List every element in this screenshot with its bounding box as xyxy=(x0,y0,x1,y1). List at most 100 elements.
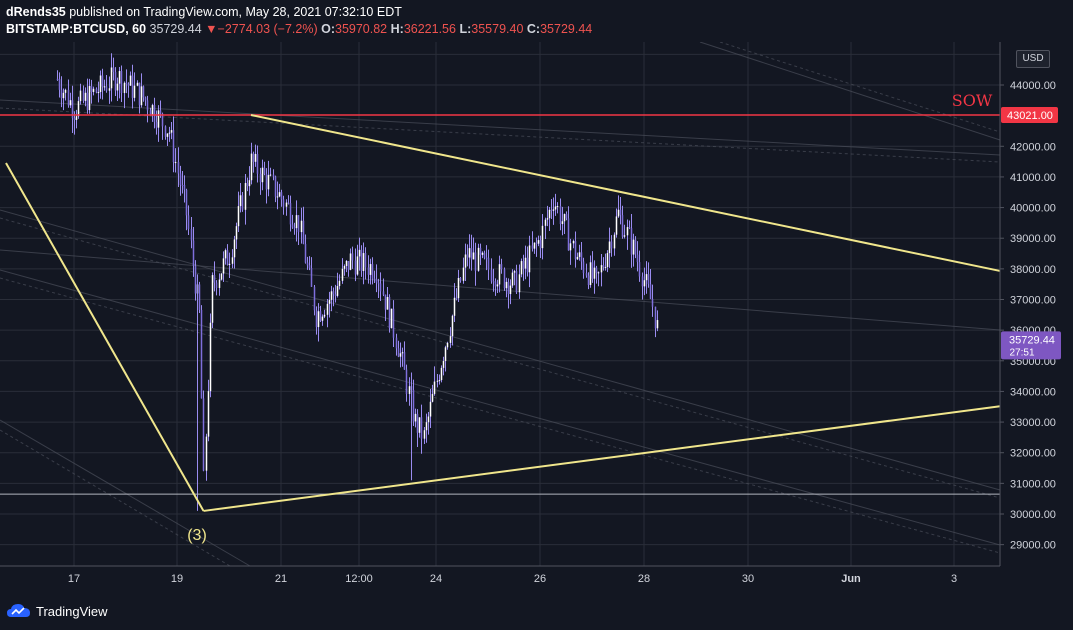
candle-body xyxy=(399,353,402,357)
candle-body xyxy=(546,218,549,220)
candle-body xyxy=(468,248,471,258)
candle-body xyxy=(237,206,240,227)
candle-body xyxy=(349,253,352,270)
candle-body xyxy=(472,252,475,260)
symbol-label[interactable]: BITSTAMP:BTCUSD, 60 xyxy=(6,22,147,36)
footer: TradingView xyxy=(0,596,1073,630)
trendline[interactable] xyxy=(250,114,1001,272)
candle-body xyxy=(62,92,65,99)
candle-body xyxy=(397,348,400,357)
channel-line xyxy=(0,99,1001,156)
candle-body xyxy=(356,256,359,275)
candle-body xyxy=(619,209,622,216)
candle-body xyxy=(580,252,583,262)
currency-unit-button[interactable]: USD xyxy=(1016,50,1050,68)
candle-body xyxy=(425,422,428,431)
candle-body xyxy=(636,254,639,263)
candle-body xyxy=(194,265,197,294)
candle-body xyxy=(198,284,201,310)
candle-body xyxy=(222,258,225,274)
current-price-badge xyxy=(1001,331,1061,360)
open-value: 35970.82 xyxy=(335,22,388,36)
last-price: 35729.44 xyxy=(149,22,202,36)
candle-body xyxy=(561,221,564,224)
high-value: 36221.56 xyxy=(403,22,456,36)
candle-body xyxy=(587,275,590,285)
candle-body xyxy=(610,241,613,249)
candle-body xyxy=(218,279,221,288)
channel-line xyxy=(0,209,1001,491)
candle-body xyxy=(133,85,136,98)
candle-body xyxy=(73,118,76,120)
candle-body xyxy=(220,273,223,280)
channel-line xyxy=(699,41,1001,141)
candle-body xyxy=(377,282,380,284)
down-arrow-icon: ▼ xyxy=(205,22,218,36)
candle-body xyxy=(267,175,270,190)
low-value: 35579.40 xyxy=(471,22,524,36)
candle-body xyxy=(457,277,460,299)
tradingview-logo[interactable]: TradingView xyxy=(7,603,108,619)
candle-body xyxy=(613,234,616,249)
candle-body xyxy=(569,243,572,251)
candle-body xyxy=(101,75,104,87)
candle-body xyxy=(520,261,523,275)
candle-body xyxy=(572,240,575,244)
candle-body xyxy=(466,254,469,258)
price-tick-label: 39000.00 xyxy=(1010,233,1056,245)
close-label: C: xyxy=(526,22,541,36)
candle-body xyxy=(418,417,421,433)
time-tick-label: Jun xyxy=(841,573,861,585)
candle-body xyxy=(524,257,527,269)
candle-body xyxy=(509,285,512,295)
candle-body xyxy=(289,203,292,225)
candle-body xyxy=(541,225,544,249)
candle-body xyxy=(108,88,111,91)
candle-body xyxy=(207,391,210,437)
candle-body xyxy=(408,386,411,394)
candle-body xyxy=(127,84,130,86)
price-tick-label: 29000.00 xyxy=(1010,540,1056,552)
horizontal-lines xyxy=(0,114,1000,495)
price-tick-label: 37000.00 xyxy=(1010,295,1056,307)
channel-line xyxy=(0,277,1001,554)
price-axis[interactable]: 44000.00 42000.00 41000.00 40000.00 39000.00… xyxy=(1000,80,1056,552)
candle-body xyxy=(602,265,605,268)
candle-body xyxy=(567,218,570,251)
candle-body xyxy=(345,261,348,267)
channel-lines xyxy=(0,41,1001,567)
candle-body xyxy=(177,162,180,174)
trendlines[interactable] xyxy=(5,114,1001,512)
time-tick-label: 17 xyxy=(68,573,80,585)
candle-body xyxy=(138,82,141,106)
price-tick-label: 41000.00 xyxy=(1010,172,1056,184)
candle-body xyxy=(252,153,255,162)
candle-body xyxy=(131,75,134,98)
trendline[interactable] xyxy=(203,405,1001,512)
plot-background xyxy=(0,42,1000,566)
time-axis[interactable]: 17 19 21 12:00 24 26 28 30 Jun 3 xyxy=(68,573,957,585)
candle-body xyxy=(84,92,87,101)
candle-body xyxy=(382,291,385,295)
candle-body xyxy=(319,311,322,321)
candle-body xyxy=(453,297,456,316)
price-tick-label: 33000.00 xyxy=(1010,417,1056,429)
candle-body xyxy=(649,284,652,299)
channel-line xyxy=(0,217,1001,499)
candle-body xyxy=(304,243,307,263)
wave-3-annotation: (3) xyxy=(187,527,207,544)
candle-body xyxy=(105,86,108,91)
candle-body xyxy=(88,86,91,111)
candle-body xyxy=(600,265,603,273)
candle-body xyxy=(213,275,216,283)
candle-body xyxy=(170,130,173,133)
candle-body xyxy=(116,83,119,91)
candle-body xyxy=(241,195,244,210)
trendline[interactable] xyxy=(5,162,205,512)
candle-body xyxy=(552,209,555,211)
candle-body xyxy=(593,267,596,279)
candle-body xyxy=(634,239,637,255)
candle-body xyxy=(153,105,156,123)
author[interactable]: dRends35 xyxy=(6,5,66,19)
